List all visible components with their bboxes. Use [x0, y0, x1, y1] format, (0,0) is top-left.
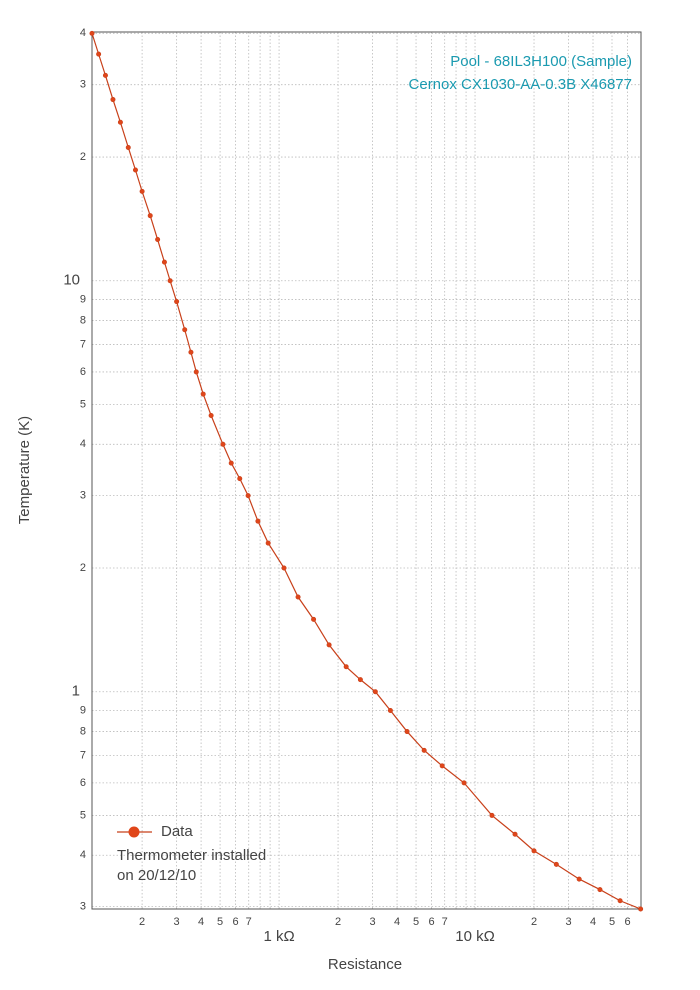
data-point [387, 708, 393, 714]
y-axis-label: Temperature (K) [16, 416, 33, 524]
data-point [167, 278, 173, 284]
x-tick-label: 2 [139, 916, 145, 928]
data-point [512, 831, 518, 837]
y-tick-label: 8 [80, 314, 86, 326]
y-tick-label: 3 [80, 490, 86, 502]
y-tick-label: 9 [80, 704, 86, 716]
x-tick-label: 7 [246, 916, 252, 928]
y-tick-label: 2 [80, 562, 86, 574]
data-point [265, 540, 271, 546]
data-point [220, 441, 226, 447]
data-point [576, 876, 582, 882]
chart-title: Pool - 68IL3H100 (Sample) [450, 53, 632, 70]
x-tick-label: 6 [624, 916, 630, 928]
data-point [147, 213, 153, 219]
data-point [404, 729, 410, 735]
data-point [343, 664, 349, 670]
data-point [125, 144, 131, 150]
data-point [200, 391, 206, 397]
x-tick-label: 7 [442, 916, 448, 928]
y-tick-label: 5 [80, 398, 86, 410]
y-tick-label: 5 [80, 809, 86, 821]
data-point [638, 906, 644, 912]
data-point [255, 518, 261, 524]
y-tick-label: 2 [80, 151, 86, 163]
y-tick-label: 3 [80, 79, 86, 91]
data-point [96, 51, 102, 57]
data-point [439, 763, 445, 769]
x-tick-label: 2 [531, 916, 537, 928]
data-point [228, 460, 234, 466]
y-tick-label: 7 [80, 338, 86, 350]
x-tick-label: 5 [217, 916, 223, 928]
y-tick-label: 6 [80, 366, 86, 378]
x-tick-label: 3 [370, 916, 376, 928]
x-tick-label: 4 [590, 916, 596, 928]
data-point [89, 30, 95, 36]
data-point [102, 72, 108, 78]
y-tick-label: 8 [80, 725, 86, 737]
data-point [281, 565, 287, 571]
y-tick-label: 7 [80, 749, 86, 761]
data-point [295, 594, 301, 600]
data-point [617, 898, 623, 904]
data-point [489, 812, 495, 818]
annotation: Thermometer installed [117, 847, 266, 864]
data-point [245, 493, 251, 499]
plot-frame [91, 31, 642, 910]
chart-subtitle: Cernox CX1030-AA-0.3B X46877 [409, 76, 632, 93]
y-tick-label: 9 [80, 293, 86, 305]
annotation: on 20/12/10 [117, 867, 196, 884]
x-tick-label: 4 [198, 916, 204, 928]
x-tick-label: 5 [609, 916, 615, 928]
x-tick-label: 5 [413, 916, 419, 928]
y-tick-label: 4 [80, 27, 86, 39]
data-point [553, 861, 559, 867]
data-point [110, 97, 116, 103]
data-point [326, 642, 332, 648]
x-tick-label: 6 [428, 916, 434, 928]
y-tick-label: 4 [80, 849, 86, 861]
data-point [531, 848, 537, 854]
data-point [117, 119, 123, 125]
data-point [155, 237, 161, 243]
data-point [237, 476, 243, 482]
legend-label: Data [161, 823, 193, 840]
x-axis-label: Resistance [328, 956, 402, 973]
y-tick-label: 6 [80, 777, 86, 789]
plot-layer: 2 3 4 5 6 71 kΩ2 3 4 5 6 710 kΩ2 3 4 5 634567891234567… [63, 27, 644, 945]
y-tick-label: 3 [80, 901, 86, 913]
data-point [188, 349, 194, 355]
x-tick-label: 2 [335, 916, 341, 928]
y-tick-label: 4 [80, 438, 86, 450]
data-point [193, 369, 199, 375]
data-point [161, 259, 167, 265]
data-point [357, 677, 363, 683]
data-point [461, 780, 467, 786]
x-tick-label: 6 [233, 916, 239, 928]
data-point [174, 299, 180, 305]
x-tick-label: 1 kΩ [263, 928, 294, 945]
data-point [182, 327, 188, 333]
x-tick-label: 10 kΩ [455, 928, 495, 945]
data-point [372, 689, 378, 695]
data-point [139, 188, 145, 194]
data-point [597, 887, 603, 893]
x-tick-label: 4 [394, 916, 400, 928]
x-tick-label: 3 [565, 916, 571, 928]
x-tick-label: 3 [174, 916, 180, 928]
data-point [421, 747, 427, 753]
y-tick-label: 1 [72, 683, 80, 700]
y-tick-label: 10 [63, 272, 80, 289]
data-point [132, 167, 138, 173]
data-point [311, 616, 317, 622]
data-line [91, 33, 641, 910]
data-point [208, 413, 214, 419]
legend-marker [128, 826, 140, 838]
